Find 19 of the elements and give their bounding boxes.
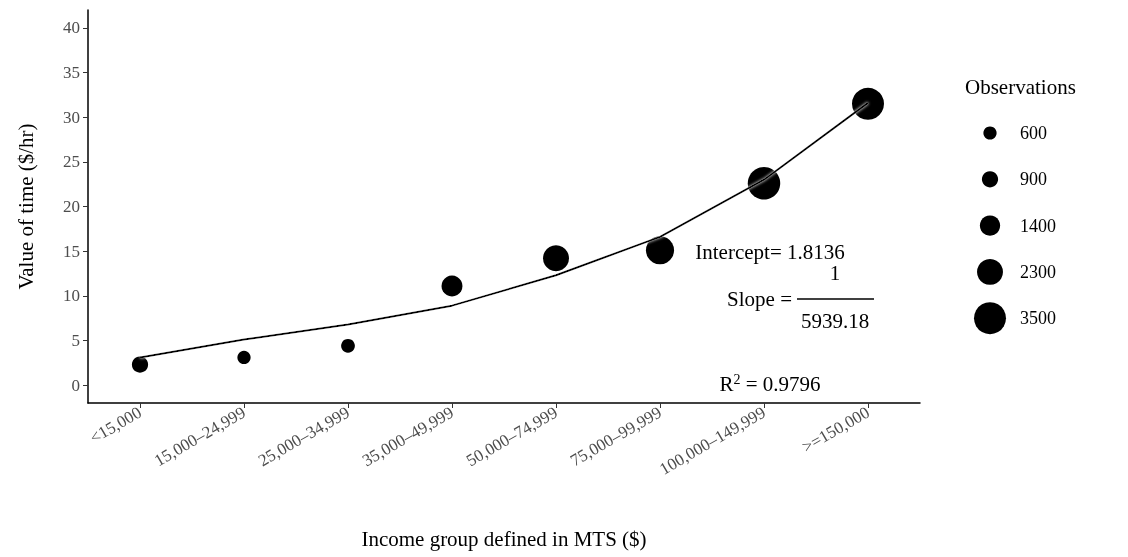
y-tick-label: 5 (71, 330, 80, 350)
annotation: 5939.18 (800, 308, 870, 333)
legend-label: 1400 (1020, 215, 1056, 236)
legend-label: 900 (1020, 169, 1047, 190)
y-tick-label: 10 (63, 286, 80, 306)
y-tick-label: 15 (63, 241, 80, 261)
legend-label: 3500 (1020, 308, 1056, 329)
y-tick-label: 0 (71, 375, 80, 395)
legend-label: 600 (1020, 123, 1047, 143)
y-tick-label: 25 (63, 152, 80, 172)
legend-label: 2300 (1020, 261, 1056, 282)
x-axis-title: Income group defined in MTS ($) (361, 526, 647, 551)
y-axis-title: Value of time ($/hr) (13, 123, 38, 290)
annotation: Slope = (727, 286, 792, 311)
legend-title: Observations (965, 74, 1076, 99)
y-tick-label: 20 (63, 197, 80, 216)
y-tick-label: 35 (63, 63, 80, 83)
y-tick-label: 30 (63, 107, 80, 127)
y-tick-label: 40 (63, 18, 80, 38)
